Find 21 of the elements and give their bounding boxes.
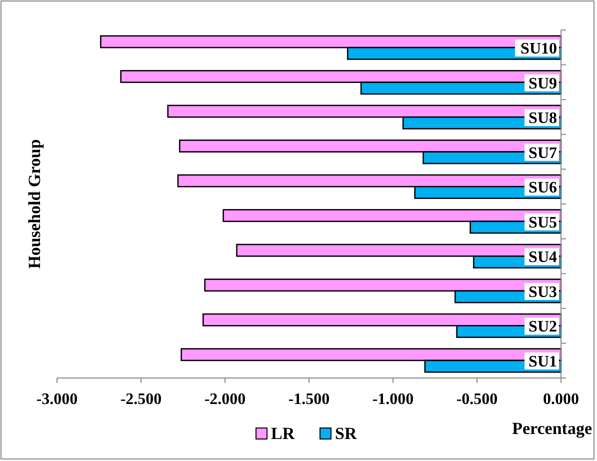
y-tick-label: SU6 [528,180,557,197]
legend-label: SR [335,424,358,443]
y-tick-label: SU2 [528,318,557,336]
x-tick-label: -2.000 [204,391,246,408]
x-tick-label: -2.500 [120,391,162,408]
x-tick-label: -1.000 [372,391,414,408]
y-tick-label: SU7 [528,144,557,162]
y-tick-label: SU4 [528,249,557,266]
x-tick-label: 0.000 [543,391,579,408]
x-axis-title: Percentage [512,419,592,438]
y-tick-label: SU9 [528,75,557,92]
x-tick-label: -0.500 [456,391,498,408]
y-tick-label: SU5 [528,214,557,232]
y-tick-label: SU3 [528,284,557,301]
legend-label: LR [271,424,296,443]
y-tick-label: SU1 [528,353,557,370]
x-tick-label: -3.000 [36,391,78,408]
x-tick-label: -1.500 [288,391,330,408]
y-tick-label: SU10 [520,40,557,58]
y-axis-title: Household Group [25,139,44,269]
y-tick-label: SU8 [528,110,557,128]
